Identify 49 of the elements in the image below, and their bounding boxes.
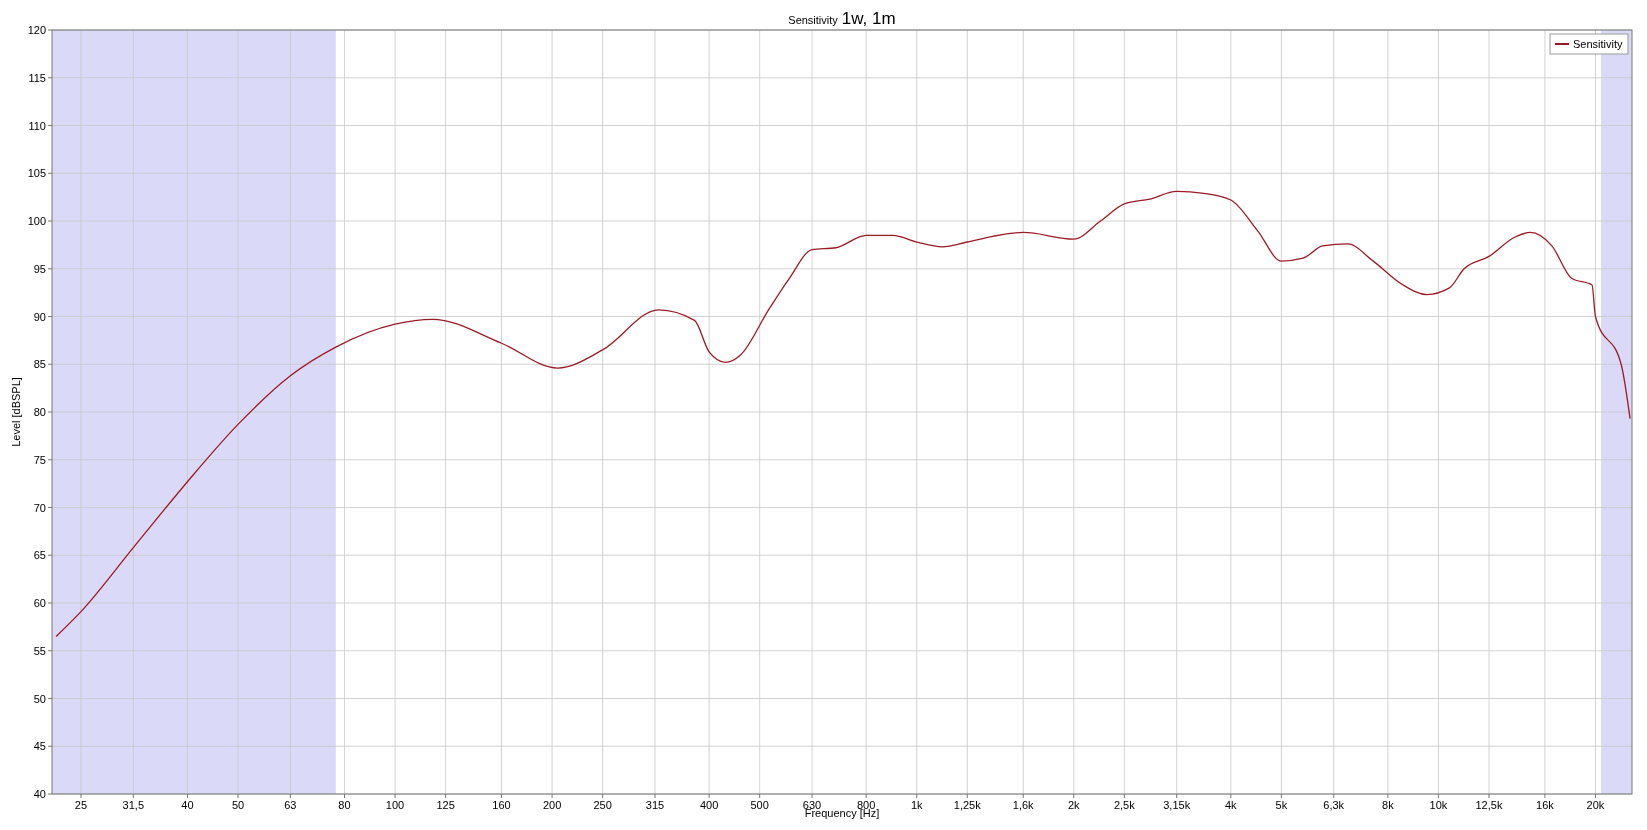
y-tick-label: 50 [33, 692, 46, 705]
y-tick-label: 100 [27, 215, 46, 227]
x-tick-label: 100 [385, 799, 405, 811]
x-tick-label: 31,5 [122, 799, 145, 811]
x-tick-label: 2k [1067, 799, 1081, 811]
x-tick-label: 80 [338, 799, 351, 811]
y-axis-title: Level [dBSPL] [10, 377, 22, 447]
x-tick-label: 400 [699, 799, 719, 811]
x-tick-label: 40 [181, 799, 194, 811]
y-tick-label: 40 [33, 788, 46, 800]
x-tick-label: 12,5k [1475, 799, 1503, 811]
y-tick-label: 85 [33, 358, 46, 371]
y-tick-label: 45 [33, 740, 46, 753]
y-tick-label: 95 [33, 262, 46, 275]
chart-subtitle: 1w, 1m [841, 9, 896, 28]
x-tick-label: 20k [1586, 799, 1605, 811]
y-tick-label: 60 [33, 597, 46, 609]
x-tick-label: 315 [645, 799, 665, 811]
x-tick-label: 200 [542, 799, 562, 811]
y-tick-label: 110 [28, 119, 46, 132]
x-tick-label: 25 [74, 799, 88, 811]
legend-label: Sensitivity [1573, 38, 1624, 50]
x-tick-label: 3,15k [1163, 799, 1191, 811]
x-tick-label: 160 [492, 799, 511, 811]
x-tick-label: 250 [593, 799, 612, 811]
y-tick-label: 80 [33, 406, 46, 418]
x-tick-label: 1k [910, 799, 924, 811]
x-tick-label: 2,5k [1113, 799, 1136, 811]
y-tick-label: 70 [33, 501, 46, 514]
y-tick-label: 105 [27, 167, 46, 180]
y-tick-label: 115 [28, 71, 46, 84]
x-tick-label: 5k [1275, 799, 1288, 811]
x-tick-label: 500 [750, 799, 769, 811]
x-tick-label: 50 [231, 799, 245, 811]
x-tick-label: 1,25k [953, 799, 982, 811]
y-tick-label: 90 [33, 310, 46, 323]
y-tick-label: 55 [33, 644, 46, 657]
x-tick-label: 63 [284, 799, 297, 811]
x-tick-label: 16k [1536, 799, 1555, 811]
y-tick-label: 65 [33, 549, 46, 562]
x-tick-label: 4k [1225, 799, 1238, 811]
x-tick-label: 125 [436, 799, 455, 811]
chart-title: Sensitivity [788, 14, 839, 26]
y-tick-label: 75 [33, 453, 46, 466]
x-tick-label: 1,6k [1012, 799, 1035, 811]
x-tick-label: 8k [1382, 799, 1395, 811]
y-tick-label: 120 [27, 24, 46, 36]
x-tick-label: 10k [1429, 799, 1448, 811]
x-tick-label: 6,3k [1323, 799, 1345, 811]
